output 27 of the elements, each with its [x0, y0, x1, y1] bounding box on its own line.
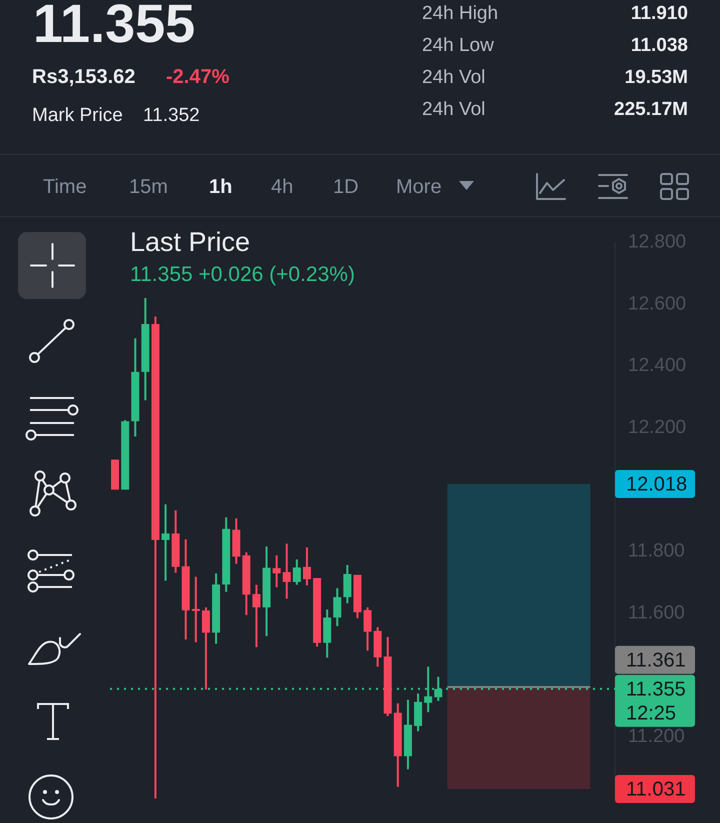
text: 4h	[271, 175, 294, 199]
text: Mark Price	[32, 104, 123, 128]
text: Time	[43, 175, 87, 199]
band-label: 11.031	[626, 778, 686, 801]
text: 24h Vol	[422, 66, 486, 90]
text: 11.910	[630, 2, 688, 26]
text: 11.355 +0.026 (+0.23%)	[130, 262, 355, 288]
chart-title: Last Price	[130, 226, 250, 258]
ref-line-label: 11.355 12:25	[626, 678, 686, 724]
text: 11.038	[630, 34, 688, 58]
text: Rs3,153.62	[32, 65, 136, 90]
text: 1D	[333, 175, 359, 199]
band-label: 12.018	[626, 474, 688, 496]
text: 225.17M	[614, 98, 688, 122]
text: -2.47%	[166, 65, 230, 90]
text: More	[396, 175, 442, 199]
text: 24h Vol	[422, 98, 486, 122]
text: 19.53M	[624, 66, 688, 90]
text: 15m	[129, 175, 168, 199]
text: 1h	[209, 175, 232, 199]
text: 11.352	[143, 104, 200, 128]
text: 24h Low	[422, 34, 494, 58]
text: 24h High	[422, 2, 498, 26]
text: 11.355	[33, 0, 196, 54]
candlestick	[162, 504, 170, 581]
ref-line-label: 11.361	[626, 649, 686, 672]
candlestick	[192, 576, 200, 642]
